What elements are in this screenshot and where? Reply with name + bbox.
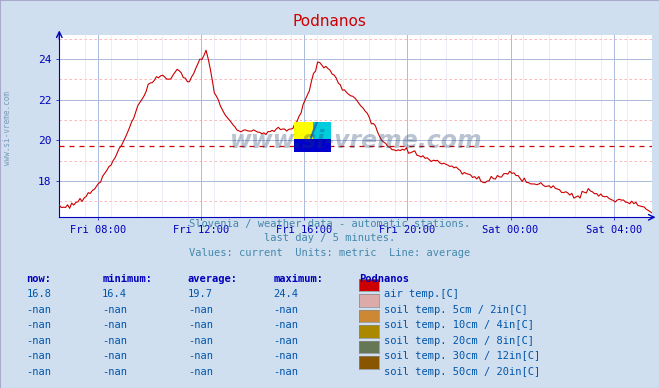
Text: -nan: -nan <box>188 320 213 330</box>
Text: Slovenia / weather data - automatic stations.: Slovenia / weather data - automatic stat… <box>189 219 470 229</box>
Text: -nan: -nan <box>102 305 127 315</box>
Text: -nan: -nan <box>273 336 299 346</box>
Text: -nan: -nan <box>273 367 299 377</box>
Text: 16.4: 16.4 <box>102 289 127 299</box>
Text: -nan: -nan <box>26 305 51 315</box>
Text: -nan: -nan <box>188 305 213 315</box>
Text: minimum:: minimum: <box>102 274 152 284</box>
Text: maximum:: maximum: <box>273 274 324 284</box>
Text: soil temp. 50cm / 20in[C]: soil temp. 50cm / 20in[C] <box>384 367 540 377</box>
Text: Podnanos: Podnanos <box>293 14 366 29</box>
Bar <box>294 122 312 139</box>
Text: air temp.[C]: air temp.[C] <box>384 289 459 299</box>
Text: Podnanos: Podnanos <box>359 274 409 284</box>
Text: -nan: -nan <box>188 367 213 377</box>
Text: soil temp. 5cm / 2in[C]: soil temp. 5cm / 2in[C] <box>384 305 528 315</box>
Text: now:: now: <box>26 274 51 284</box>
Text: soil temp. 30cm / 12in[C]: soil temp. 30cm / 12in[C] <box>384 351 540 361</box>
Text: last day / 5 minutes.: last day / 5 minutes. <box>264 233 395 243</box>
Text: Values: current  Units: metric  Line: average: Values: current Units: metric Line: aver… <box>189 248 470 258</box>
Bar <box>294 139 331 152</box>
Text: -nan: -nan <box>26 320 51 330</box>
Text: -nan: -nan <box>273 320 299 330</box>
Text: www.si-vreme.com: www.si-vreme.com <box>229 129 482 153</box>
Text: 19.7: 19.7 <box>188 289 213 299</box>
Text: -nan: -nan <box>26 367 51 377</box>
Polygon shape <box>310 122 318 139</box>
Text: -nan: -nan <box>273 351 299 361</box>
Text: -nan: -nan <box>188 351 213 361</box>
Text: -nan: -nan <box>102 336 127 346</box>
Text: -nan: -nan <box>188 336 213 346</box>
Text: soil temp. 10cm / 4in[C]: soil temp. 10cm / 4in[C] <box>384 320 534 330</box>
Bar <box>312 122 331 139</box>
Text: -nan: -nan <box>102 367 127 377</box>
Text: -nan: -nan <box>102 320 127 330</box>
Text: www.si-vreme.com: www.si-vreme.com <box>3 91 13 165</box>
Text: -nan: -nan <box>273 305 299 315</box>
Text: 16.8: 16.8 <box>26 289 51 299</box>
Text: 24.4: 24.4 <box>273 289 299 299</box>
Text: -nan: -nan <box>26 336 51 346</box>
Text: average:: average: <box>188 274 238 284</box>
Text: soil temp. 20cm / 8in[C]: soil temp. 20cm / 8in[C] <box>384 336 534 346</box>
Text: -nan: -nan <box>102 351 127 361</box>
Text: -nan: -nan <box>26 351 51 361</box>
